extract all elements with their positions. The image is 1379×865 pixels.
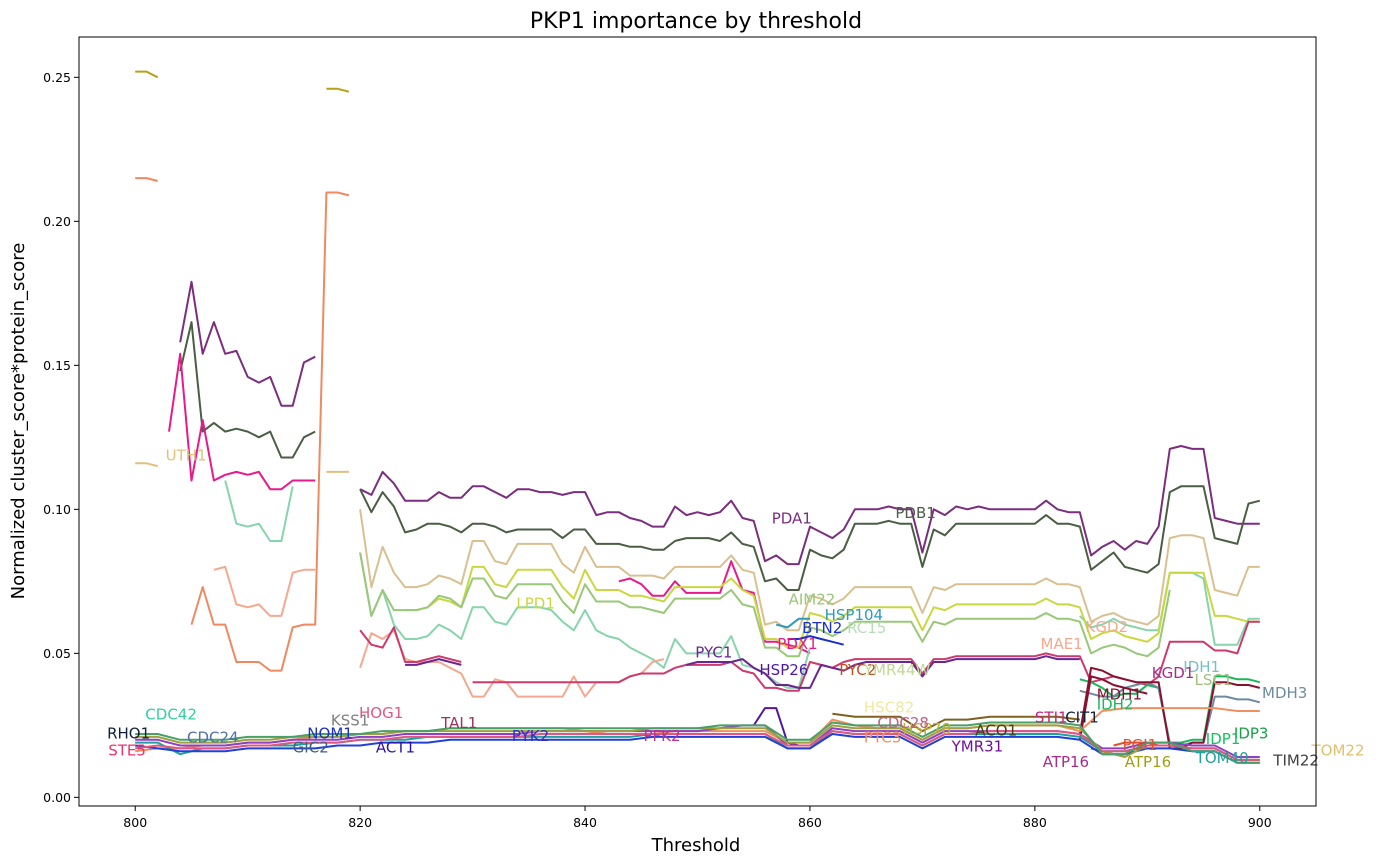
series-label: MAE1: [1041, 635, 1083, 653]
series-label: CDC42: [145, 706, 197, 724]
series-line-y29-0: [135, 721, 1260, 764]
series-line-y25-0: [135, 733, 1260, 764]
series-line-y4-1: [359, 552, 811, 689]
series-line-y3-0: [135, 177, 158, 182]
y-tick-label: 0.25: [43, 70, 71, 85]
series-label: PFK2: [644, 727, 681, 745]
x-tick-label: 880: [1023, 815, 1047, 830]
series-label: RC15: [847, 619, 886, 637]
series-line-uth1-0: [135, 462, 158, 468]
series-label: RHO1: [107, 724, 150, 742]
y-tick-label: 0.20: [43, 214, 71, 229]
y-tick-label: 0.00: [43, 790, 71, 805]
series-label: LPD1: [516, 595, 555, 613]
series-label: CIT1: [1065, 709, 1099, 727]
series-label: CDC24: [187, 729, 239, 747]
x-tick-label: 820: [348, 815, 372, 830]
series-label: YMR44W: [863, 661, 931, 679]
x-tick-label: 860: [798, 815, 822, 830]
series-label: IDH1: [1183, 658, 1220, 676]
x-tick-label: 840: [573, 815, 597, 830]
series-label: TOM22: [1311, 742, 1365, 760]
series-line-y5-0: [213, 565, 316, 617]
series-line-y3-1: [190, 191, 350, 672]
series-label: ATP16: [1043, 753, 1089, 771]
series-label: HSP78: [902, 720, 951, 738]
series-label: IDP1: [1206, 730, 1241, 748]
series-label: PDB1: [895, 504, 935, 522]
y-axis-label: Normalized cluster_score*protein_score: [8, 243, 29, 600]
series-label: ACO1: [975, 721, 1017, 739]
series-label: GIC2: [293, 739, 329, 757]
series-label: AIM22: [789, 590, 836, 608]
series-line-y2-1: [326, 87, 350, 93]
series-label: HOG1: [359, 704, 403, 722]
series-label: HSP104: [825, 606, 883, 624]
series-label: HSC82: [864, 698, 914, 716]
series-line-pyc1-1: [686, 655, 1080, 689]
series-label: PGI1: [1123, 736, 1158, 754]
series-label: MDH3: [1262, 684, 1307, 702]
series-label: KGD2: [1086, 618, 1129, 636]
series-label: BTN2: [802, 619, 842, 637]
series-label: IDP3: [1234, 724, 1269, 742]
series-line-y9-0: [359, 626, 462, 663]
series-label: YMR31: [951, 737, 1004, 755]
series-label: NOM1: [307, 724, 353, 742]
series-label: UTH1: [166, 446, 207, 464]
series-label: MDH1: [1097, 685, 1142, 703]
series-line-y4-0: [224, 480, 294, 542]
y-tick-label: 0.05: [43, 646, 71, 661]
series-line-pda1-1: [359, 445, 1260, 566]
series-label: HSP26: [759, 661, 808, 679]
series-label: ATP16: [1125, 753, 1171, 771]
y-tick-label: 0.15: [43, 358, 71, 373]
series-label: IDH2: [1097, 696, 1134, 714]
series-line-hsp104-0: [775, 617, 810, 629]
series-line-aim22-0: [359, 552, 1171, 658]
series-line-pdx1-1: [618, 560, 811, 655]
x-tick-label: 800: [123, 815, 147, 830]
series-line-pdx1-0: [168, 352, 316, 491]
series-layer: [135, 70, 1261, 764]
x-axis-label: Threshold: [651, 835, 741, 856]
y-tick-label: 0.10: [43, 502, 71, 517]
series-label: PTC3: [864, 729, 901, 747]
x-axis: 800 820 840 860 880 900: [123, 806, 1272, 830]
series-line-y5-1: [359, 629, 665, 698]
series-line-lpd1-0: [405, 565, 1260, 649]
series-label: PDX1: [777, 635, 817, 653]
series-label: PDA1: [772, 510, 812, 528]
series-line-pda1-0: [179, 280, 316, 407]
x-tick-label: 900: [1248, 815, 1272, 830]
series-line-kgd1-1: [1078, 675, 1148, 740]
series-line-pdb1-1: [359, 485, 1261, 591]
series-line-kgd2-0: [359, 509, 1260, 632]
series-line-y30-0: [832, 712, 1080, 733]
series-line-y28-0: [135, 730, 1260, 761]
series-label: KGD1: [1152, 664, 1195, 682]
series-line-y2-0: [135, 70, 159, 79]
plot-frame: [78, 36, 1317, 807]
series-label: STE5: [108, 742, 146, 760]
series-line-pyc1-0: [405, 658, 462, 666]
series-label: KSS1: [331, 711, 369, 729]
series-label: ACT1: [376, 739, 415, 757]
chart-title: PKP1 importance by threshold: [530, 9, 862, 34]
series-label: TAL1: [440, 714, 477, 732]
series-label: PYC1: [695, 644, 732, 662]
series-label: TIM22: [1272, 752, 1319, 770]
series-label: PYK2: [512, 727, 549, 745]
series-label: CDC28: [877, 714, 929, 732]
series-line-pdb1-0: [179, 321, 316, 459]
series-label: LSC1: [1195, 671, 1233, 689]
series-line-btn2-0: [787, 635, 844, 646]
series-label: STI1: [1035, 709, 1068, 727]
y-axis: 0.00 0.05 0.10 0.15 0.20 0.25: [43, 70, 79, 805]
series-label: TOM40: [1195, 749, 1249, 767]
series-label: PYC2: [839, 661, 876, 679]
